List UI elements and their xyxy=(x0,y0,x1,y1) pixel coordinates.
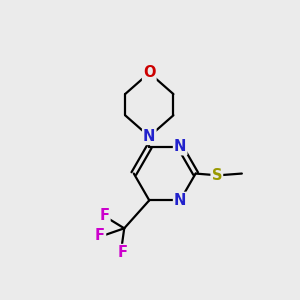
Text: S: S xyxy=(212,167,222,182)
Text: N: N xyxy=(174,139,186,154)
Text: F: F xyxy=(118,245,128,260)
Text: F: F xyxy=(95,228,105,243)
Text: N: N xyxy=(143,129,155,144)
Text: O: O xyxy=(143,65,155,80)
Text: N: N xyxy=(174,193,186,208)
Text: F: F xyxy=(100,208,110,223)
